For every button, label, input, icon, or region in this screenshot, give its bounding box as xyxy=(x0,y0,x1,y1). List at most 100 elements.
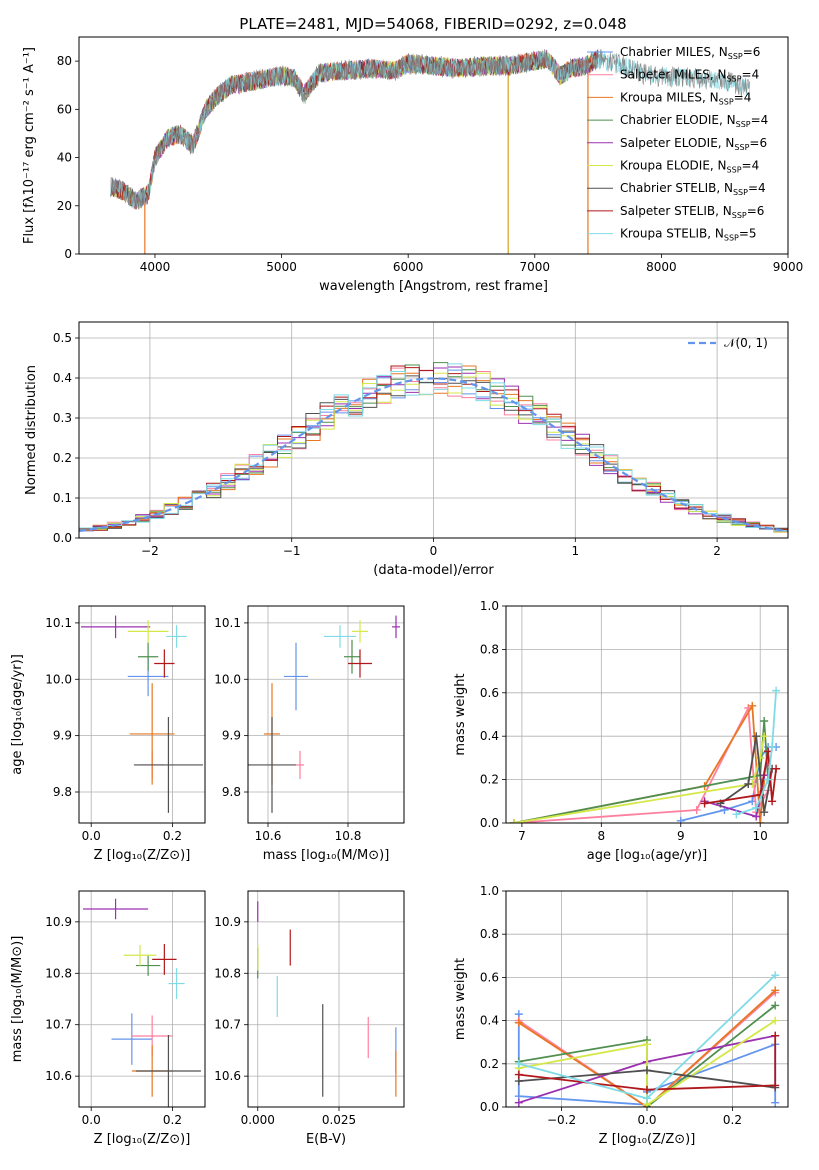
legend-count: =6 xyxy=(749,136,767,150)
legend-count: =4 xyxy=(751,113,769,127)
weight-marker xyxy=(771,1098,780,1107)
y-tick-label: 9.8 xyxy=(53,785,72,799)
weight-marker xyxy=(514,1070,523,1079)
x-tick-label: 0.025 xyxy=(322,1113,356,1127)
weight-marker xyxy=(643,1085,651,1094)
y-tick-label: 60 xyxy=(57,102,72,116)
x-tick-label: −1 xyxy=(283,544,301,558)
mass-vs-Z-points xyxy=(83,898,201,1107)
legend-subscript: SSP xyxy=(736,120,751,129)
spectrum-lines xyxy=(110,48,751,254)
y-tick-label: 0 xyxy=(64,247,72,261)
x-tick-label: 0 xyxy=(430,544,438,558)
mass-weight-vs-age-frame xyxy=(505,605,789,824)
residuals-axes: −2 −1 0 1 2 0.0 0.1 0.2 0.3 0.4 0.5 (data-model)/er… xyxy=(24,322,788,578)
weight-line xyxy=(518,991,776,1107)
x-tick-label: −2 xyxy=(141,544,159,558)
weight-marker xyxy=(768,743,777,752)
weight-marker xyxy=(768,797,777,806)
y-tick-label: 0.0 xyxy=(53,531,72,545)
y-tick-label: 10.1 xyxy=(214,616,241,630)
x-tick-label: 9000 xyxy=(773,260,804,274)
weight-marker xyxy=(643,1040,651,1049)
y-tick-label: 10.0 xyxy=(214,672,241,686)
histogram-series xyxy=(79,362,788,535)
weight-marker xyxy=(509,819,518,823)
y-tick-label: 0.0 xyxy=(480,1100,499,1114)
x-axis-label: E(B-V) xyxy=(306,1132,346,1147)
mass-vs-Z-frame xyxy=(78,890,206,1108)
legend-label: Kroupa MILES, NSSP=4 xyxy=(620,90,751,106)
x-tick-label: 10.6 xyxy=(255,829,282,843)
y-tick-label: 10.0 xyxy=(45,672,72,686)
weight-marker xyxy=(676,816,685,823)
y-tick-label: 0.8 xyxy=(480,927,499,941)
y-tick-label: 0.0 xyxy=(480,816,499,830)
x-tick-label: 6000 xyxy=(393,260,424,274)
mass-vs-ebv-points xyxy=(257,901,397,1097)
y-tick-label: 0.2 xyxy=(480,1057,499,1071)
age-vs-Z-axes: 0.0 0.2 9.8 9.9 10.0 10.1 Z [log₁₀(Z/Z⊙)] age [… xyxy=(10,606,205,863)
x-axis-label: wavelength [Angstrom, rest frame] xyxy=(319,279,548,294)
y-tick-label: 0.2 xyxy=(53,451,72,465)
y-tick-label: 80 xyxy=(57,54,72,68)
legend-count: =6 xyxy=(743,45,761,59)
weight-marker xyxy=(771,971,780,980)
y-axis-label: Flux [fλ10⁻¹⁷ erg cm⁻² s⁻¹ A⁻¹] xyxy=(22,47,37,244)
weight-marker xyxy=(772,764,781,773)
x-axis-label: (data-model)/error xyxy=(373,563,494,578)
mass-weight-vs-age-series xyxy=(509,686,781,823)
x-axis-label: age [log₁₀(age/yr)] xyxy=(587,848,708,863)
weight-marker xyxy=(514,1059,523,1068)
y-tick-label: 10.7 xyxy=(214,1018,241,1032)
weight-marker xyxy=(748,701,757,710)
y-tick-label: 0.3 xyxy=(53,411,72,425)
mass-weight-vs-Z-frame xyxy=(505,890,789,1108)
y-tick-label: 40 xyxy=(57,151,72,165)
legend-label: Kroupa STELIB, NSSP=5 xyxy=(620,227,757,243)
x-tick-label: 10 xyxy=(753,829,768,843)
y-tick-label: 0.4 xyxy=(480,729,499,743)
weight-marker xyxy=(760,808,769,817)
x-tick-label: 7000 xyxy=(520,260,551,274)
x-axis-label: Z [log₁₀(Z/Z⊙)] xyxy=(599,1132,696,1147)
residuals-frame xyxy=(78,321,789,539)
legend-label: Kroupa ELODIE, NSSP=4 xyxy=(620,159,759,175)
legend-subscript: SSP xyxy=(727,166,742,175)
age-vs-Z-frame xyxy=(78,605,206,824)
y-tick-label: 9.8 xyxy=(222,785,241,799)
spectrum-data-line xyxy=(110,48,751,210)
weight-marker xyxy=(752,803,761,812)
y-tick-label: 0.6 xyxy=(480,970,499,984)
weight-marker xyxy=(760,717,769,726)
x-tick-label: 0.2 xyxy=(163,829,182,843)
normal-curve xyxy=(79,377,788,533)
x-axis-label: mass [log₁₀(M/M⊙)] xyxy=(263,848,390,863)
x-tick-label: 8 xyxy=(598,829,606,843)
legend-label: Salpeter MILES, NSSP=4 xyxy=(620,68,759,84)
legend-count: =4 xyxy=(734,90,752,104)
weight-marker xyxy=(760,732,769,741)
y-tick-label: 0.4 xyxy=(480,1014,499,1028)
legend-label: Salpeter ELODIE, NSSP=6 xyxy=(620,136,767,152)
legend-label: Chabrier ELODIE, NSSP=4 xyxy=(620,113,768,129)
spectrum-frame xyxy=(78,36,789,255)
legend-count: =5 xyxy=(739,227,757,241)
legend-subscript: SSP xyxy=(728,52,743,61)
weight-marker xyxy=(771,986,780,995)
weight-marker xyxy=(752,732,761,741)
weight-line xyxy=(518,1019,776,1107)
mass-weight-vs-Z-axes: −0.2 0.0 0.2 0.0 0.2 0.4 0.6 0.8 1.0 Z [log₁₀(Z/Z… xyxy=(453,884,788,1147)
y-axis-label: age [log₁₀(age/yr)] xyxy=(10,654,25,775)
x-tick-label: 8000 xyxy=(646,260,677,274)
weight-marker xyxy=(643,1094,651,1103)
x-tick-label: 4000 xyxy=(140,260,171,274)
y-tick-label: 10.1 xyxy=(45,616,72,630)
mass-vs-Z-axes: 0.0 0.2 10.6 10.7 10.8 10.9 Z [log₁₀(Z/Z⊙)] mas… xyxy=(10,891,205,1147)
y-axis-label: Normed distribution xyxy=(24,365,39,495)
y-tick-label: 0.8 xyxy=(480,642,499,656)
legend-subscript: SSP xyxy=(734,143,749,152)
weight-marker xyxy=(514,1018,523,1027)
mass-weight-vs-age-axes: 7 8 9 10 0.0 0.2 0.4 0.6 0.8 1.0 age [log₁₀(age/yr… xyxy=(453,599,788,863)
